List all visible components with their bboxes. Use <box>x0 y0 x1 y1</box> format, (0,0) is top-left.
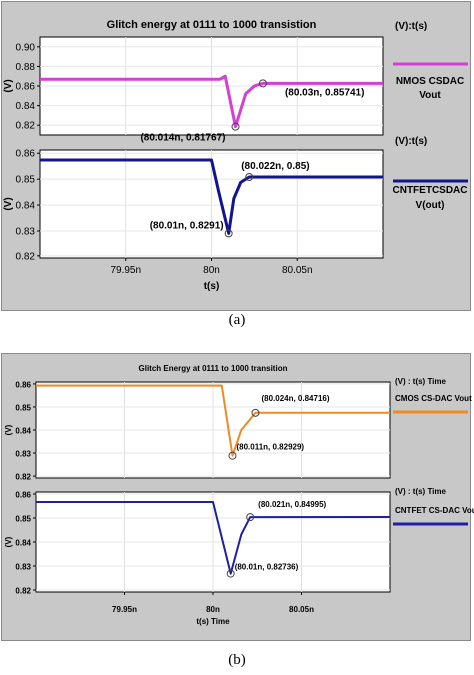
annotation-marker <box>224 229 233 238</box>
y-axis-label: (V) <box>4 536 13 547</box>
x-axis-label: t(s) Time <box>196 617 230 626</box>
x-tick-label: 80.05n <box>282 265 313 276</box>
y-tick-label: 0.83 <box>16 227 36 238</box>
legend-header: (V):t(s) <box>395 136 427 147</box>
series-line <box>40 158 383 235</box>
x-tick-label: 80n <box>203 265 220 276</box>
x-tick-label: 79.95n <box>112 605 137 614</box>
annotation-marker <box>231 122 240 131</box>
series-line <box>36 384 391 457</box>
x-tick-label: 79.95n <box>110 265 141 276</box>
y-tick-label: 0.82 <box>16 121 36 132</box>
legend-header: (V) : t(s) Time <box>395 377 447 386</box>
legend-label: CNTFET CS-DAC Vout <box>395 506 474 515</box>
series-line <box>40 74 383 129</box>
y-tick-label: 0.84 <box>15 539 31 548</box>
y-tick-label: 0.84 <box>15 427 31 436</box>
chart-title: Glitch energy at 0111 to 1000 transistio… <box>107 19 317 31</box>
y-tick-label: 0.82 <box>15 473 31 482</box>
y-tick-label: 0.85 <box>15 403 31 412</box>
figure-a: Glitch energy at 0111 to 1000 transistio… <box>0 0 474 312</box>
annotation-label: (80.01n, 0.8291) <box>150 220 224 231</box>
x-tick-label: 80.05n <box>289 605 314 614</box>
annotation-label: (80.024n, 0.84716) <box>261 394 329 403</box>
y-tick-label: 0.83 <box>15 563 31 572</box>
y-tick-label: 0.86 <box>16 149 36 160</box>
annotation-marker <box>226 569 235 578</box>
y-tick-label: 0.86 <box>15 380 31 389</box>
legend-label: Vout <box>419 90 441 101</box>
x-tick-label: 80n <box>206 605 220 614</box>
legend-header: (V) : t(s) Time <box>395 487 447 496</box>
annotation-label: (80.011n, 0.82929) <box>236 443 304 452</box>
y-axis-label: (V) <box>4 424 13 435</box>
y-tick-label: 0.82 <box>16 251 36 262</box>
y-tick-label: 0.90 <box>16 42 36 53</box>
annotation-marker <box>246 513 255 522</box>
figure-a-caption: (a) <box>228 312 246 328</box>
annotation-label: (80.021n, 0.84995) <box>258 500 326 509</box>
figure-b: Glitch Energy at 0111 to 1000 transition… <box>0 352 474 642</box>
y-tick-label: 0.85 <box>15 515 31 524</box>
y-tick-label: 0.83 <box>15 450 31 459</box>
legend-label: NMOS CSDAC <box>396 76 464 87</box>
y-tick-label: 0.86 <box>15 491 31 500</box>
annotation-label: (80.03n, 0.85741) <box>285 87 365 98</box>
legend-label: V(out) <box>416 200 445 211</box>
annotation-label: (80.01n, 0.82736) <box>235 563 299 572</box>
y-tick-label: 0.82 <box>15 587 31 596</box>
y-tick-label: 0.86 <box>16 82 36 93</box>
annotation-label: (80.014n, 0.81767) <box>140 133 225 144</box>
legend-label: CNTFETCSDAC <box>393 185 468 196</box>
y-tick-label: 0.88 <box>16 62 36 73</box>
y-tick-label: 0.84 <box>16 101 36 112</box>
annotation-marker <box>245 173 254 181</box>
annotation-marker <box>228 451 237 460</box>
figure-a-chart: Glitch energy at 0111 to 1000 transistio… <box>3 19 468 292</box>
figure-b-caption: (b) <box>228 652 246 668</box>
series-line <box>36 501 391 575</box>
y-axis-label: (V) <box>3 197 14 210</box>
annotation-label: (80.022n, 0.85) <box>241 161 309 172</box>
x-axis-label: t(s) <box>204 281 220 292</box>
figure-b-chart: Glitch Energy at 0111 to 1000 transition… <box>4 364 474 626</box>
y-tick-label: 0.85 <box>16 175 36 186</box>
y-tick-label: 0.84 <box>16 201 36 212</box>
chart-title: Glitch Energy at 0111 to 1000 transition <box>139 364 288 373</box>
y-axis-label: (V) <box>3 79 14 92</box>
annotation-marker <box>258 79 267 88</box>
legend-header: (V):t(s) <box>395 21 427 32</box>
annotation-marker <box>251 408 260 417</box>
legend-label: CMOS CS-DAC Vout <box>395 394 472 403</box>
